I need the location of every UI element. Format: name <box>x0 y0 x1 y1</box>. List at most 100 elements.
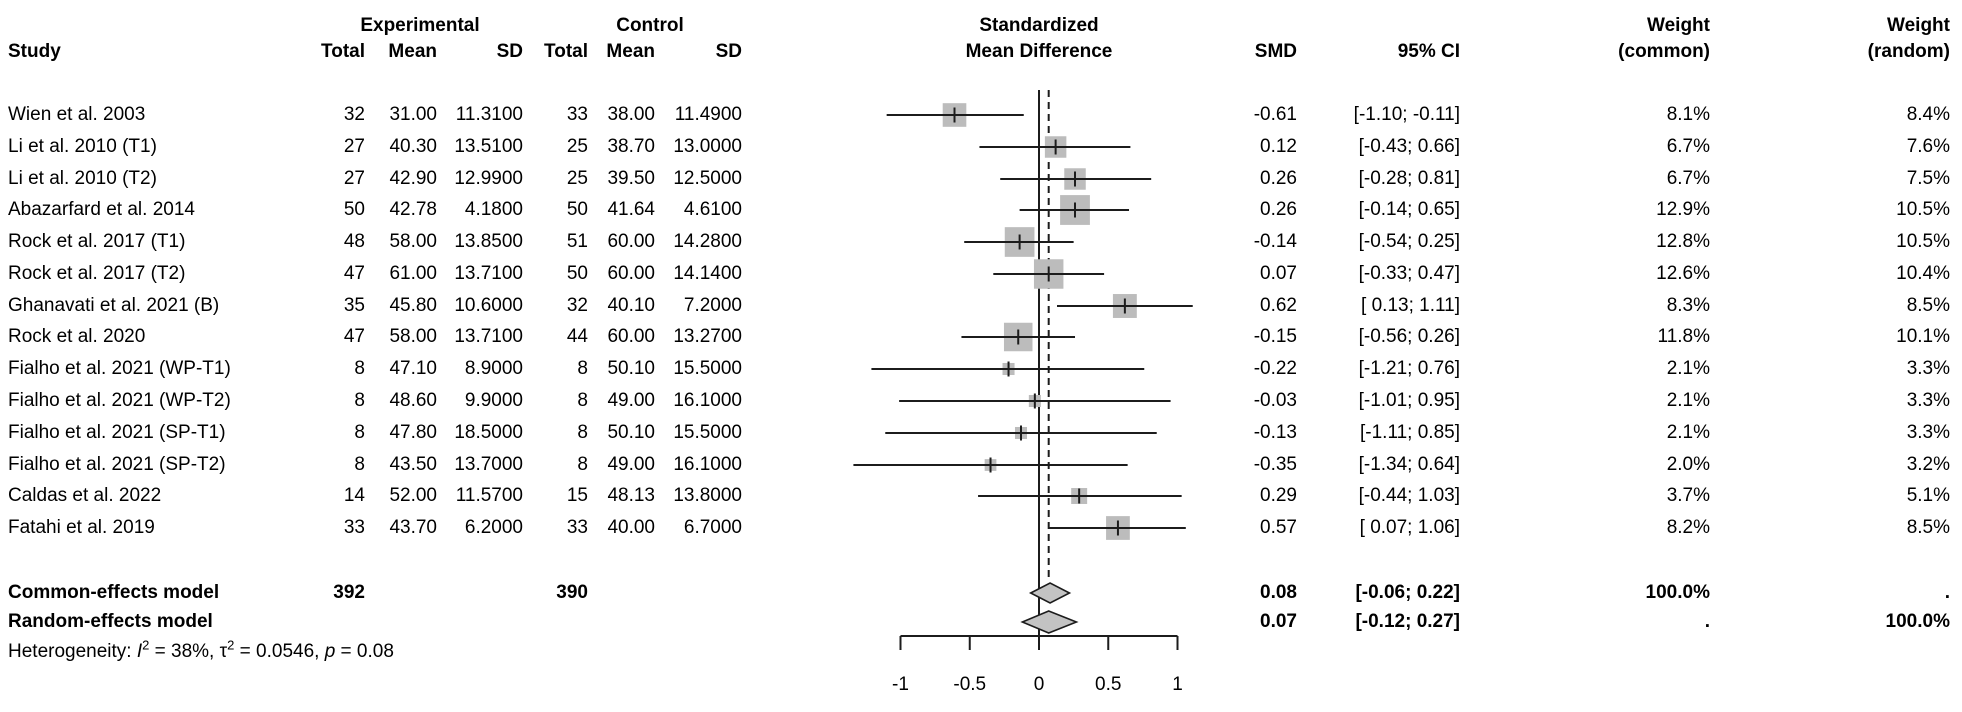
ctrl-total: 8 <box>577 454 588 475</box>
exp-mean-header: Mean <box>388 41 437 62</box>
study-row: Rock et al. 2020 47 58.00 13.7100 44 60.00 13.… <box>0 324 1962 350</box>
exp-total: 8 <box>354 390 365 411</box>
exp-sd: 13.7000 <box>454 454 523 475</box>
exp-sd: 6.2000 <box>464 517 523 538</box>
exp-mean: 42.90 <box>389 168 437 189</box>
ctrl-total: 51 <box>566 231 588 252</box>
ctrl-total: 44 <box>566 326 588 347</box>
ctrl-mean: 48.13 <box>607 485 655 506</box>
ctrl-total: 8 <box>577 390 588 411</box>
exp-total: 27 <box>343 136 365 157</box>
weight-random-value: 5.1% <box>1906 485 1950 506</box>
ctrl-total: 25 <box>566 168 588 189</box>
exp-sd: 13.8500 <box>454 231 523 252</box>
ci-value: [ 0.13; 1.11] <box>1361 295 1460 316</box>
smd-value: 0.12 <box>1260 136 1297 157</box>
study-row: Fialho et al. 2021 (WP-T1) 8 47.10 8.9000 8 5… <box>0 356 1962 382</box>
study-row: Fialho et al. 2021 (WP-T2) 8 48.60 9.9000 8 4… <box>0 388 1962 414</box>
weight-common-value: 11.8% <box>1657 326 1710 347</box>
ci-value: [-1.10; -0.11] <box>1353 104 1460 125</box>
common-smd-value: 0.08 <box>1260 582 1297 603</box>
exp-total: 33 <box>343 517 365 538</box>
ctrl-sd: 16.1000 <box>673 454 742 475</box>
exp-total: 27 <box>343 168 365 189</box>
ci-value: [-0.28; 0.81] <box>1358 168 1460 189</box>
weight-random-value: 10.1% <box>1896 326 1950 347</box>
exp-total: 50 <box>343 199 365 220</box>
ci-value: [-0.33; 0.47] <box>1358 263 1460 284</box>
exp-mean: 58.00 <box>389 231 437 252</box>
weight-random-header-line2: (random) <box>1867 41 1950 62</box>
weight-common-value: 6.7% <box>1666 168 1710 189</box>
smd-value: -0.14 <box>1253 231 1297 252</box>
exp-sd: 10.6000 <box>454 295 523 316</box>
random-ci-value: [-0.12; 0.27] <box>1355 611 1460 632</box>
i-squared-symbol: I <box>136 641 143 662</box>
axis-tick-label: -1 <box>892 674 909 695</box>
weight-common-value: 12.6% <box>1656 263 1710 284</box>
axis-tick-label: -0.5 <box>953 674 986 695</box>
ci-value: [-0.56; 0.26] <box>1358 326 1460 347</box>
study-row: Rock et al. 2017 (T1) 48 58.00 13.8500 51 60.… <box>0 229 1962 255</box>
study-label: Li et al. 2010 (T1) <box>8 136 157 157</box>
random-effects-row: Random-effects model 0.07 [-0.12; 0.27] … <box>0 609 1962 635</box>
ci-value: [-0.44; 1.03] <box>1358 485 1460 506</box>
smd-value: 0.29 <box>1260 485 1297 506</box>
ctrl-mean: 60.00 <box>607 263 655 284</box>
study-row: Fialho et al. 2021 (SP-T2) 8 43.50 13.7000 8… <box>0 452 1962 478</box>
exp-total-header: Total <box>321 41 365 62</box>
weight-random-value: 10.5% <box>1896 231 1950 252</box>
ci-value: [-0.43; 0.66] <box>1358 136 1460 157</box>
study-row: Caldas et al. 2022 14 52.00 11.5700 15 48.13 1… <box>0 483 1962 509</box>
exp-mean: 52.00 <box>389 485 437 506</box>
weight-common-value: 2.1% <box>1666 358 1710 379</box>
random-effects-label: Random-effects model <box>8 611 213 632</box>
ctrl-mean: 60.00 <box>607 231 655 252</box>
exp-total: 48 <box>343 231 365 252</box>
exp-sd: 18.5000 <box>454 422 523 443</box>
exp-total: 8 <box>354 422 365 443</box>
ctrl-sd: 14.1400 <box>673 263 742 284</box>
study-label: Rock et al. 2020 <box>8 326 146 347</box>
exp-sd: 11.5700 <box>455 485 523 506</box>
study-row: Abazarfard et al. 2014 50 42.78 4.1800 50 41.… <box>0 197 1962 223</box>
ctrl-sd-header: SD <box>715 41 742 62</box>
weight-common-value: 2.1% <box>1666 390 1710 411</box>
exp-mean: 47.10 <box>389 358 437 379</box>
exp-total: 14 <box>343 485 365 506</box>
weight-random-value: 8.5% <box>1906 295 1950 316</box>
study-label: Fialho et al. 2021 (WP-T1) <box>8 358 231 379</box>
common-weight-common: 100.0% <box>1645 582 1710 603</box>
common-ctrl-total: 390 <box>556 582 588 603</box>
ctrl-mean: 39.50 <box>607 168 655 189</box>
weight-random-value: 10.5% <box>1896 199 1950 220</box>
ctrl-sd: 4.6100 <box>683 199 742 220</box>
exp-total: 47 <box>343 326 365 347</box>
ctrl-total: 33 <box>566 517 588 538</box>
exp-sd: 13.7100 <box>454 263 523 284</box>
study-label: Wien et al. 2003 <box>8 104 146 125</box>
exp-total: 35 <box>343 295 365 316</box>
study-label: Li et al. 2010 (T2) <box>8 168 157 189</box>
study-row: Ghanavati et al. 2021 (B) 35 45.80 10.6000 3… <box>0 293 1962 319</box>
ctrl-total: 50 <box>566 199 588 220</box>
weight-common-value: 12.9% <box>1656 199 1710 220</box>
ctrl-total-header: Total <box>544 41 588 62</box>
exp-mean: 47.80 <box>389 422 437 443</box>
tau-squared-symbol: τ <box>219 641 228 662</box>
common-exp-total: 392 <box>333 582 365 603</box>
ctrl-sd: 13.0000 <box>673 136 742 157</box>
ci-value: [-0.54; 0.25] <box>1358 231 1460 252</box>
ctrl-mean: 50.10 <box>607 358 655 379</box>
header-row-1: Experimental Control Standardized Weight… <box>0 13 1962 39</box>
effect-title-line1: Standardized <box>979 15 1099 36</box>
study-label: Fialho et al. 2021 (SP-T1) <box>8 422 226 443</box>
exp-sd: 13.5100 <box>454 136 523 157</box>
ci-column-header: 95% CI <box>1397 41 1460 62</box>
ctrl-total: 33 <box>566 104 588 125</box>
ci-value: [ 0.07; 1.06] <box>1359 517 1460 538</box>
study-label: Rock et al. 2017 (T2) <box>8 263 186 284</box>
weight-common-header-line2: (common) <box>1618 41 1710 62</box>
study-row: Rock et al. 2017 (T2) 47 61.00 13.7100 50 60.… <box>0 261 1962 287</box>
weight-common-value: 12.8% <box>1656 231 1710 252</box>
